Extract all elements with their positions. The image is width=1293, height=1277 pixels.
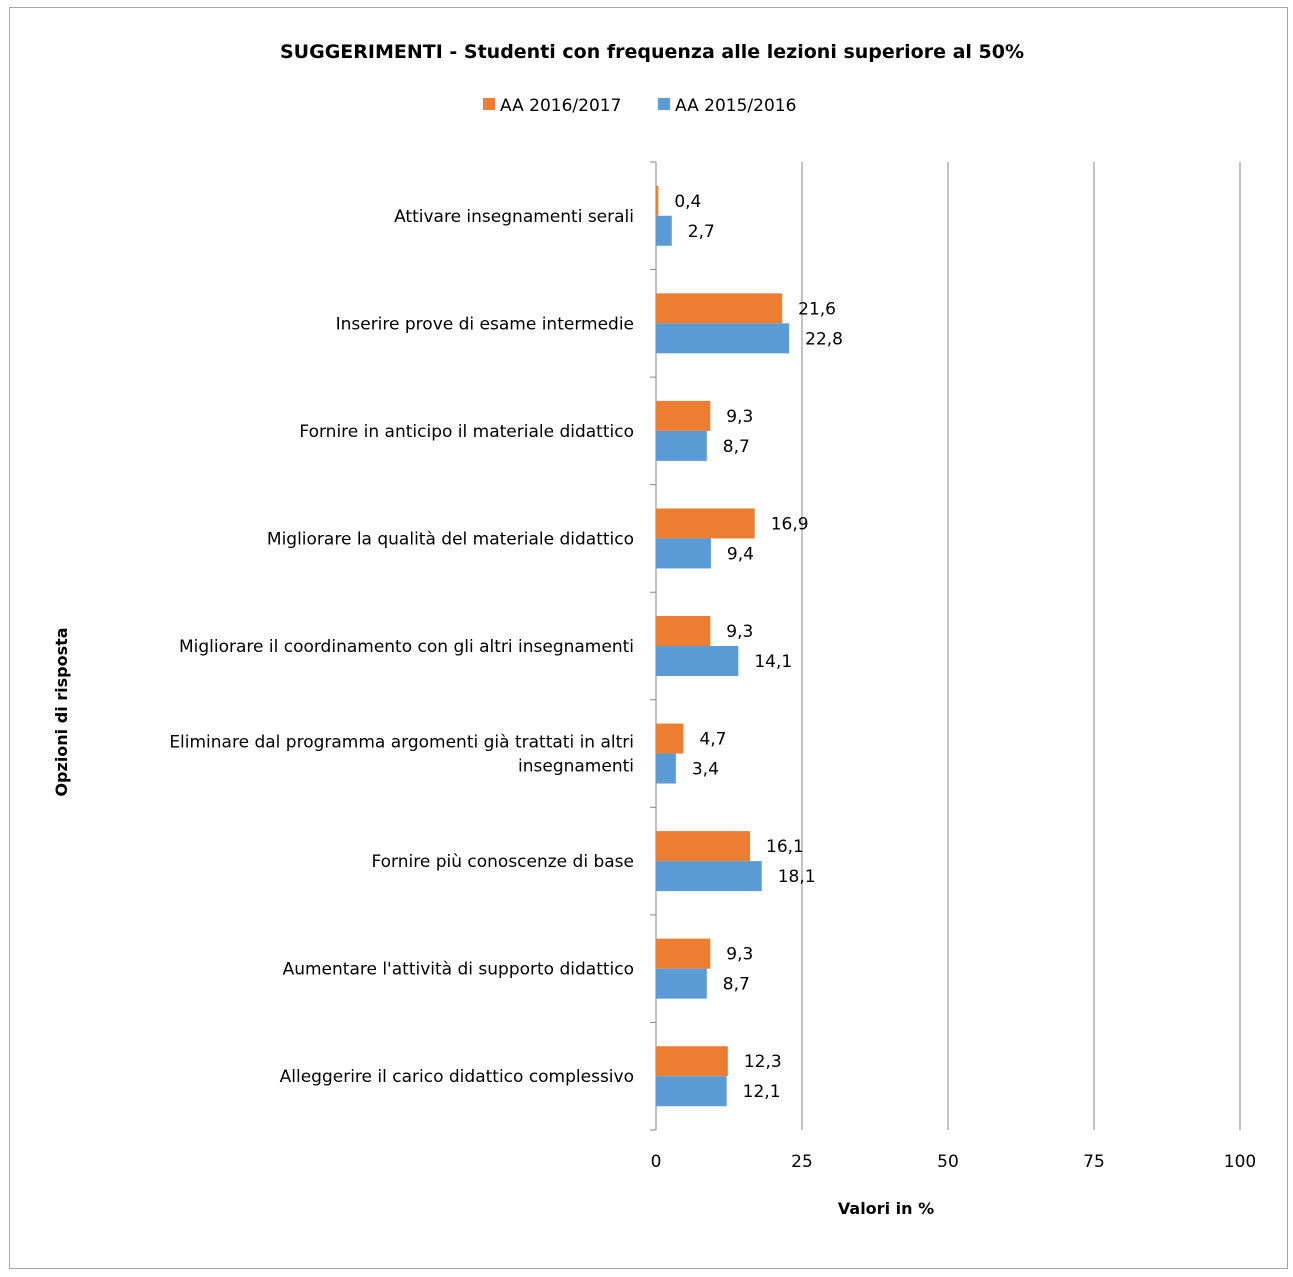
category-label-8: Alleggerire il carico didattico compless… [280,1067,634,1087]
y-axis-title: Opzioni di risposta [52,627,71,796]
bar-series1-cat5 [656,753,676,784]
category-label-5: insegnamenti [518,757,634,777]
legend-label-2015-2016: AA 2015/2016 [675,96,796,116]
category-label-0: Attivare insegnamenti serali [394,207,634,227]
category-label-2: Fornire in anticipo il materiale didatti… [299,422,634,442]
x-tick-label-25: 25 [791,1152,813,1172]
x-tick-label-75: 75 [1083,1152,1105,1172]
data-label-series0-cat2: 9,3 [726,407,753,427]
data-label-series1-cat6: 18,1 [778,867,816,887]
bar-series1-cat8 [656,1076,727,1107]
bar-series0-cat3 [656,508,755,539]
legend-label-2016-2017: AA 2016/2017 [500,96,621,116]
legend-swatch-2015-2016 [658,98,670,110]
bar-series1-cat7 [656,968,707,999]
bar-series1-cat0 [656,215,672,246]
bar-series1-cat1 [656,323,790,354]
data-label-series0-cat3: 16,9 [771,514,809,534]
category-label-5: Eliminare dal programma argomenti già tr… [169,733,634,753]
bar-series0-cat0 [656,185,659,216]
category-axis [650,161,657,1131]
bar-series0-cat2 [656,400,711,431]
data-label-series0-cat4: 9,3 [726,622,753,642]
bar-series0-cat5 [656,723,684,754]
bar-series1-cat4 [656,646,739,676]
chart-title: SUGGERIMENTI - Studenti con frequenza al… [280,41,1024,63]
data-label-series1-cat3: 9,4 [727,544,754,564]
data-label-series0-cat0: 0,4 [674,192,701,212]
bar-series1-cat3 [656,538,711,569]
bar-series0-cat7 [656,938,711,969]
bar-series0-cat8 [656,1046,728,1077]
x-tick-label-50: 50 [937,1152,959,1172]
data-label-series0-cat7: 9,3 [726,945,753,965]
bar-series0-cat1 [656,293,783,324]
data-label-series0-cat5: 4,7 [699,730,726,750]
bar-series1-cat6 [656,861,762,892]
x-tick-label-0: 0 [651,1152,662,1172]
data-label-series1-cat7: 8,7 [723,975,750,995]
data-labels: 0,42,721,622,89,38,716,99,49,314,14,73,4… [674,192,843,1102]
data-label-series1-cat2: 8,7 [723,437,750,457]
x-tick-label-100: 100 [1224,1152,1256,1172]
legend-swatch-2016-2017 [483,98,495,110]
chart-frame [9,7,1288,1269]
category-label-4: Migliorare il coordinamento con gli altr… [179,637,634,657]
bar-series1-cat2 [656,430,707,461]
category-labels: Attivare insegnamenti serali Inserire pro… [169,207,634,1087]
category-label-6: Fornire più conoscenze di base [371,852,634,872]
category-label-7: Aumentare l'attività di supporto didatti… [283,960,634,980]
bar-series0-cat6 [656,831,751,862]
data-label-series0-cat6: 16,1 [766,837,804,857]
x-axis-title: Valori in % [838,1199,934,1218]
category-label-1: Inserire prove di esame intermedie [336,314,634,334]
data-label-series0-cat8: 12,3 [744,1052,782,1072]
bar-series0-cat4 [656,616,711,646]
data-label-series1-cat1: 22,8 [805,329,843,349]
category-label-3: Migliorare la qualità del materiale dida… [267,529,634,549]
x-tick-labels: 0 25 50 75 100 [651,1152,1257,1172]
data-label-series1-cat4: 14,1 [754,652,792,672]
data-label-series1-cat0: 2,7 [688,222,715,242]
gridlines [801,162,1241,1130]
legend: AA 2016/2017 AA 2015/2016 [483,96,796,116]
bars [656,185,790,1107]
data-label-series1-cat5: 3,4 [692,760,719,780]
data-label-series0-cat1: 21,6 [798,299,836,319]
data-label-series1-cat8: 12,1 [743,1082,781,1102]
